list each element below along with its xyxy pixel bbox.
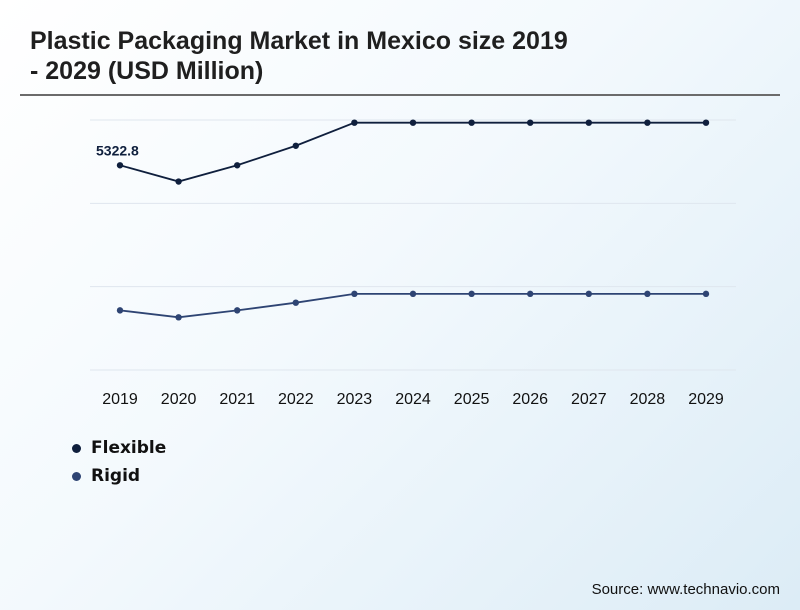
data-label: 5322.8 <box>96 142 139 158</box>
point-rigid-2019 <box>116 307 124 314</box>
legend-marker-rigid <box>72 471 81 481</box>
legend-marker-flexible <box>72 443 81 453</box>
point-flexible-2028 <box>644 119 651 126</box>
point-flexible-2020 <box>175 178 182 185</box>
x-tick-label: 2023 <box>337 391 373 408</box>
point-rigid-2020 <box>175 314 182 321</box>
point-flexible-2022 <box>292 142 299 149</box>
point-rigid-2027 <box>585 290 592 298</box>
point-rigid-2025 <box>468 290 475 298</box>
point-rigid-2024 <box>409 290 417 298</box>
title-divider <box>20 94 780 96</box>
point-flexible-2029 <box>702 119 710 126</box>
legend-label-rigid: Rigid <box>91 466 141 486</box>
x-tick-label: 2019 <box>102 391 138 408</box>
point-flexible-2025 <box>468 119 475 126</box>
x-tick-label: 2027 <box>571 391 607 408</box>
legend-label-flexible: Flexible <box>91 438 167 458</box>
x-tick-label: 2026 <box>512 391 548 408</box>
legend-item-rigid: Rigid <box>72 462 166 490</box>
chart-title: Plastic Packaging Market in Mexico size … <box>30 26 730 86</box>
point-rigid-2021 <box>234 307 241 314</box>
point-rigid-2026 <box>527 290 534 298</box>
point-rigid-2029 <box>702 290 710 298</box>
point-flexible-2026 <box>527 119 534 126</box>
x-tick-label: 2028 <box>630 391 666 408</box>
chart-title-line-1: Plastic Packaging Market in Mexico size … <box>30 27 568 55</box>
x-tick-label: 2022 <box>278 391 314 408</box>
x-tick-label: 2020 <box>161 391 197 408</box>
point-rigid-2023 <box>351 290 358 298</box>
chart-legend: Flexible Rigid <box>72 434 166 490</box>
point-rigid-2022 <box>292 299 299 306</box>
point-rigid-2028 <box>644 290 651 298</box>
series-line-rigid <box>119 292 706 319</box>
x-tick-label: 2021 <box>219 391 255 408</box>
point-flexible-2019 <box>116 162 124 169</box>
point-flexible-2023 <box>351 119 358 126</box>
series-line-flexible <box>119 121 706 183</box>
point-flexible-2021 <box>234 162 241 169</box>
point-flexible-2024 <box>409 119 417 126</box>
legend-item-flexible: Flexible <box>72 434 166 462</box>
x-tick-label: 2025 <box>454 391 490 408</box>
x-tick-label: 2029 <box>688 391 724 408</box>
chart-title-line-2: - 2029 (USD Million) <box>30 57 264 85</box>
x-tick-label: 2024 <box>395 391 431 408</box>
point-flexible-2027 <box>585 119 592 126</box>
source-note: Source: www.technavio.com <box>591 581 780 598</box>
